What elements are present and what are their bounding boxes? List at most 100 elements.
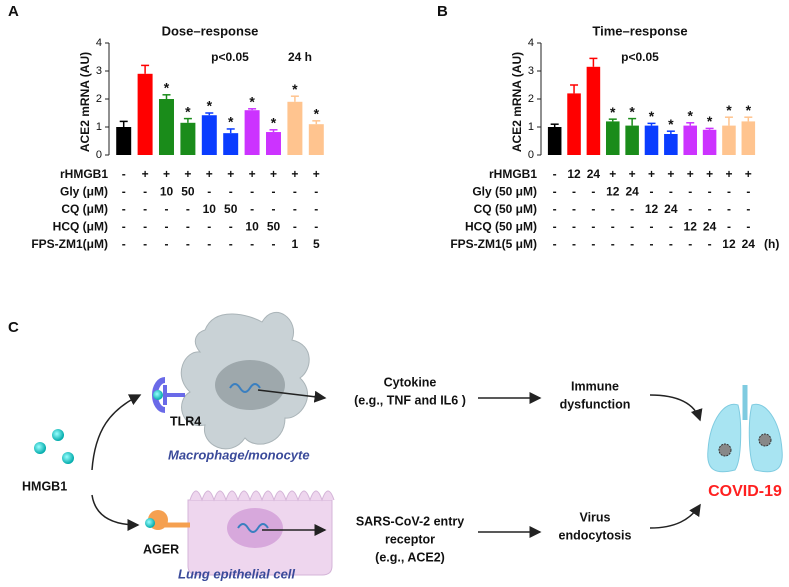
label: AGER xyxy=(143,542,179,556)
annotation: p<0.05 xyxy=(621,50,659,64)
condition-value: 5 xyxy=(313,237,320,251)
y-tick-label: 2 xyxy=(96,93,102,105)
label: Virus xyxy=(579,510,610,524)
condition-value: 24 xyxy=(664,202,678,216)
condition-value: - xyxy=(650,220,654,234)
condition-value: - xyxy=(746,202,750,216)
bar xyxy=(702,129,717,155)
condition-label: FPS-ZM1(5 μM) xyxy=(450,237,537,251)
bar xyxy=(159,99,174,155)
condition-value: 12 xyxy=(606,185,620,199)
condition-value: - xyxy=(553,237,557,251)
condition-value: - xyxy=(688,202,692,216)
condition-value: - xyxy=(611,202,615,216)
condition-value: - xyxy=(272,202,276,216)
condition-value: 50 xyxy=(224,202,238,216)
bar xyxy=(644,125,659,155)
bar xyxy=(137,73,153,155)
condition-value: - xyxy=(229,237,233,251)
condition-value: - xyxy=(186,237,190,251)
dna xyxy=(229,383,261,393)
arrow xyxy=(91,494,140,531)
significance-mark: * xyxy=(707,113,713,129)
bar xyxy=(741,121,756,155)
condition-value: - xyxy=(572,185,576,199)
bar xyxy=(266,132,281,155)
condition-label: CQ (μM) xyxy=(61,202,108,216)
bar xyxy=(308,124,324,155)
condition-value: - xyxy=(207,237,211,251)
label: SARS-CoV-2 entry xyxy=(356,514,464,528)
significance-mark: * xyxy=(314,106,320,122)
condition-value: - xyxy=(669,185,673,199)
hmgb1-molecule xyxy=(145,518,155,528)
condition-value: - xyxy=(591,202,595,216)
condition-value: + xyxy=(745,167,752,181)
bar xyxy=(223,133,239,155)
panel-label: A xyxy=(8,3,19,20)
condition-value: 10 xyxy=(203,202,217,216)
label: TLR4 xyxy=(170,414,201,428)
bar xyxy=(586,66,601,155)
condition-value: + xyxy=(291,167,298,181)
condition-value: - xyxy=(143,220,147,234)
panel-label: B xyxy=(437,3,448,20)
condition-value: + xyxy=(313,167,320,181)
condition-value: + xyxy=(648,167,655,181)
condition-value: - xyxy=(229,220,233,234)
tlr4-receptor xyxy=(163,385,185,405)
condition-value: - xyxy=(553,202,557,216)
bar xyxy=(547,127,562,155)
bar xyxy=(625,125,639,155)
significance-mark: * xyxy=(668,116,674,132)
condition-value: - xyxy=(688,185,692,199)
condition-value: - xyxy=(293,220,297,234)
condition-value: - xyxy=(708,202,712,216)
condition-value: + xyxy=(687,167,694,181)
condition-value: 50 xyxy=(267,220,281,234)
condition-value: - xyxy=(186,220,190,234)
condition-value: - xyxy=(650,185,654,199)
cilia xyxy=(189,490,335,502)
condition-value: - xyxy=(122,220,126,234)
condition-value: - xyxy=(746,185,750,199)
condition-value: - xyxy=(186,202,190,216)
y-tick-label: 4 xyxy=(528,37,534,49)
condition-suffix: (h) xyxy=(764,237,779,251)
condition-label: HCQ (μM) xyxy=(53,220,108,234)
label: HMGB1 xyxy=(22,479,67,493)
condition-value: 24 xyxy=(742,237,756,251)
significance-mark: * xyxy=(688,108,694,124)
annotation: p<0.05 xyxy=(211,50,249,64)
bar xyxy=(605,121,620,155)
condition-value: - xyxy=(122,167,126,181)
label: dysfunction xyxy=(560,397,631,411)
condition-value: - xyxy=(229,185,233,199)
label: Lung epithelial cell xyxy=(178,566,295,581)
significance-mark: * xyxy=(207,98,213,114)
condition-value: - xyxy=(688,237,692,251)
y-axis-label: ACE2 mRNA (AU) xyxy=(510,52,524,152)
arrow xyxy=(649,503,701,529)
condition-value: + xyxy=(249,167,256,181)
condition-value: + xyxy=(609,167,616,181)
condition-value: + xyxy=(629,167,636,181)
virus xyxy=(758,433,772,447)
significance-mark: * xyxy=(271,115,277,131)
condition-value: + xyxy=(227,167,234,181)
y-axis-label: ACE2 mRNA (AU) xyxy=(78,52,92,152)
significance-mark: * xyxy=(249,94,255,110)
arrow xyxy=(91,394,142,471)
arrow xyxy=(257,389,327,403)
label: receptor xyxy=(385,532,435,546)
condition-value: 24 xyxy=(625,185,639,199)
condition-value: - xyxy=(272,185,276,199)
condition-value: - xyxy=(669,237,673,251)
significance-mark: * xyxy=(746,102,752,118)
condition-value: 12 xyxy=(645,202,659,216)
condition-value: 10 xyxy=(245,220,259,234)
y-tick-label: 0 xyxy=(528,149,534,161)
condition-value: - xyxy=(250,185,254,199)
condition-value: - xyxy=(727,185,731,199)
